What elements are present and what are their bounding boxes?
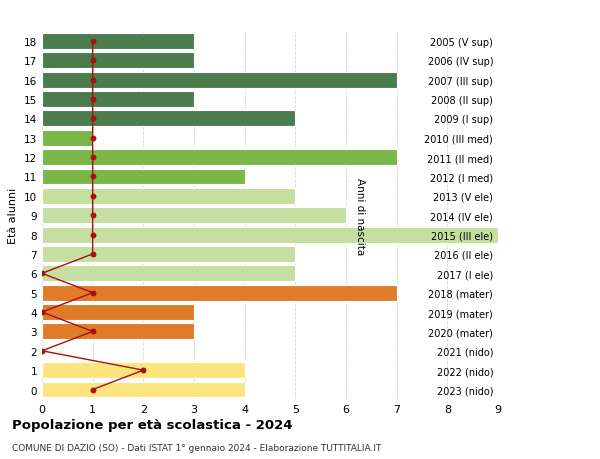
- Bar: [42, 92, 194, 108]
- Point: [88, 57, 97, 65]
- Bar: [42, 266, 295, 282]
- Y-axis label: Anni di nascita: Anni di nascita: [355, 177, 365, 254]
- Bar: [42, 304, 194, 320]
- Point: [88, 135, 97, 142]
- Point: [88, 386, 97, 393]
- Bar: [42, 73, 397, 89]
- Bar: [42, 227, 498, 243]
- Point: [88, 193, 97, 200]
- Point: [88, 174, 97, 181]
- Y-axis label: Età alunni: Età alunni: [8, 188, 19, 244]
- Bar: [42, 34, 194, 50]
- Point: [88, 154, 97, 162]
- Bar: [42, 111, 295, 127]
- Bar: [42, 246, 295, 262]
- Bar: [42, 324, 194, 340]
- Point: [88, 38, 97, 45]
- Point: [139, 367, 148, 374]
- Point: [88, 115, 97, 123]
- Point: [88, 96, 97, 103]
- Point: [37, 270, 47, 277]
- Point: [88, 289, 97, 297]
- Bar: [42, 285, 397, 301]
- Bar: [42, 382, 245, 397]
- Text: Popolazione per età scolastica - 2024: Popolazione per età scolastica - 2024: [12, 418, 293, 431]
- Bar: [42, 208, 346, 224]
- Bar: [42, 150, 397, 166]
- Point: [88, 328, 97, 336]
- Point: [88, 77, 97, 84]
- Point: [37, 309, 47, 316]
- Point: [88, 212, 97, 219]
- Point: [88, 251, 97, 258]
- Bar: [42, 189, 295, 204]
- Point: [88, 231, 97, 239]
- Bar: [42, 363, 245, 378]
- Bar: [42, 130, 92, 146]
- Point: [37, 347, 47, 355]
- Text: COMUNE DI DAZIO (SO) - Dati ISTAT 1° gennaio 2024 - Elaborazione TUTTITALIA.IT: COMUNE DI DAZIO (SO) - Dati ISTAT 1° gen…: [12, 443, 382, 452]
- Bar: [42, 53, 194, 69]
- Bar: [42, 169, 245, 185]
